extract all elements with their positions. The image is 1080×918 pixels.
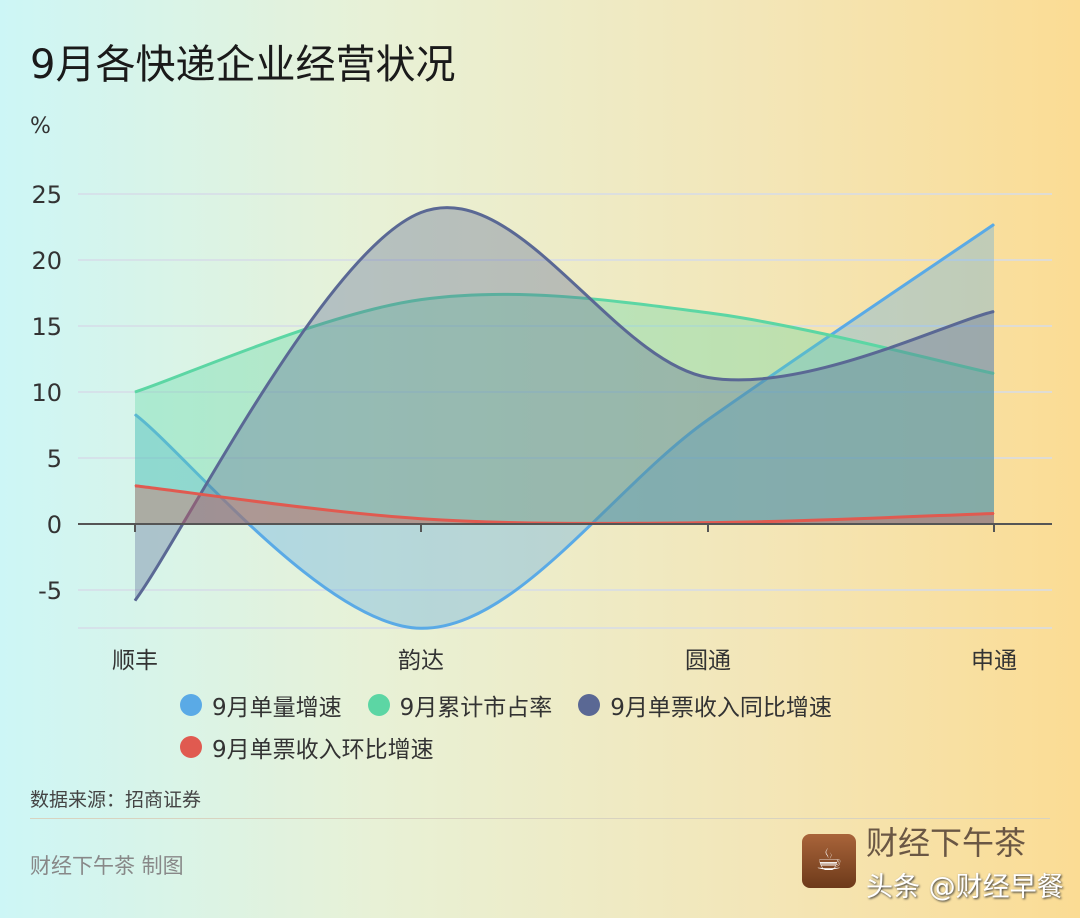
legend-item[interactable]: 9月累计市占率 (367, 688, 553, 722)
y-tick-label: 15 (31, 313, 62, 341)
data-point (134, 600, 136, 602)
series-area-3 (135, 485, 994, 524)
data-point (993, 223, 995, 225)
y-tick-label: 25 (31, 181, 62, 209)
y-tick-label: 10 (31, 379, 62, 407)
legend-dot-icon (367, 694, 390, 716)
legend-dot-icon (578, 694, 601, 716)
data-point (134, 413, 136, 415)
x-tick-label: 顺丰 (112, 648, 158, 674)
legend-item[interactable]: 9月单票收入环比增速 (180, 730, 434, 764)
data-point (993, 373, 995, 375)
data-point (420, 211, 422, 213)
chart-title: 9月各快递企业经营状况 (30, 42, 456, 88)
x-tick-label: 申通 (971, 648, 1017, 674)
legend-label: 9月单票收入同比增速 (610, 695, 832, 721)
legend-label: 9月累计市占率 (399, 695, 553, 721)
legend-dot-icon (180, 736, 202, 758)
y-tick-label: 0 (47, 511, 62, 539)
logo-text: 财经下午茶 (866, 824, 1027, 862)
legend-item[interactable]: 9月单量增速 (180, 688, 342, 722)
data-point (993, 310, 995, 312)
data-point (707, 419, 709, 421)
chart: 25 20 15 10 5 0 -5 顺丰 韵达 圆通 申通 (31, 181, 1052, 674)
data-point (707, 376, 709, 378)
data-point (420, 299, 422, 301)
data-point (134, 485, 136, 487)
series-area-0 (135, 224, 994, 629)
series-line-0 (134, 223, 995, 630)
watermark: 头条 @财经早餐 (866, 872, 1064, 903)
legend-dot-icon (180, 694, 202, 716)
data-point (707, 522, 709, 524)
data-point (707, 312, 709, 314)
legend-label: 9月单票收入环比增速 (212, 737, 434, 763)
source-note: 数据来源：招商证券 (30, 789, 202, 811)
series-line-2 (133, 206, 995, 602)
series-area-2 (135, 207, 994, 601)
y-tick-label: 20 (31, 247, 62, 275)
y-axis-unit: % (30, 114, 51, 139)
legend-item[interactable]: 9月单票收入同比增速 (578, 688, 832, 722)
legend-label: 9月单量增速 (212, 695, 342, 721)
credit: 财经下午茶 制图 (30, 854, 184, 878)
series-area-1 (135, 294, 994, 524)
y-tick-label: 5 (47, 445, 62, 473)
series-line-1 (134, 292, 995, 394)
teacup-logo-icon: ☕ (802, 834, 856, 888)
data-point (134, 391, 136, 393)
data-point (420, 518, 422, 520)
data-point (420, 627, 422, 629)
y-tick-label: -5 (38, 577, 62, 605)
x-tick-label: 韵达 (398, 648, 444, 674)
data-point (993, 512, 995, 514)
x-tick-label: 圆通 (685, 648, 731, 674)
legend: 9月单量增速 9月累计市占率 9月单票收入同比增速 9月单票收入环比增速 (180, 688, 960, 772)
divider (30, 818, 1050, 819)
